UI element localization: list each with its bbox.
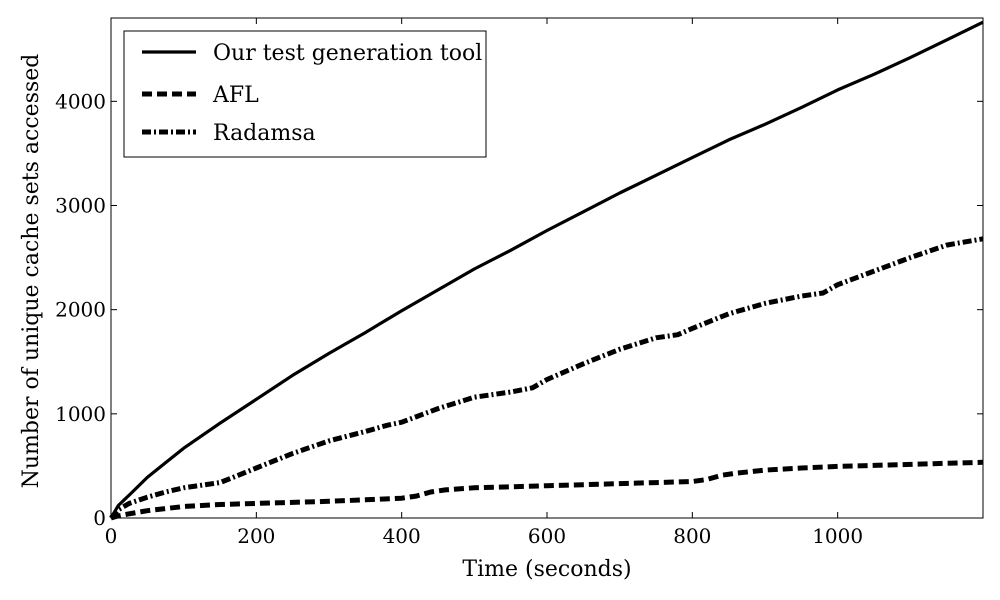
legend-label-afl: AFL [212, 83, 259, 108]
legend: Our test generation tool AFL Radamsa [123, 30, 487, 158]
legend-label-radamsa: Radamsa [213, 121, 316, 146]
series-line-radamsa [109, 236, 984, 520]
y-tick-label: 3000 [55, 194, 106, 218]
x-tick-label: 400 [383, 524, 421, 548]
x-tick-label: 200 [237, 524, 275, 548]
series-line-afl [110, 459, 984, 521]
y-tick-label: 1000 [55, 402, 106, 426]
y-tick-label: 0 [93, 506, 106, 530]
x-tick-label: 800 [673, 524, 711, 548]
x-tick-label: 600 [528, 524, 566, 548]
x-tick-label: 0 [105, 524, 118, 548]
x-tick-label: 1000 [812, 524, 863, 548]
y-axis-title: Number of unique cache sets accessed [19, 54, 44, 489]
x-axis-title: Time (seconds) [462, 557, 631, 582]
legend-label-our-tool: Our test generation tool [213, 41, 482, 66]
ticks-layer: 0 200 400 600 800 1000 0 1000 2000 3000 4000 [55, 18, 983, 548]
series-layer [109, 20, 984, 521]
y-tick-label: 2000 [55, 298, 106, 322]
y-tick-label: 4000 [55, 89, 106, 113]
series-line-our-test-generation-tool [109, 20, 984, 519]
